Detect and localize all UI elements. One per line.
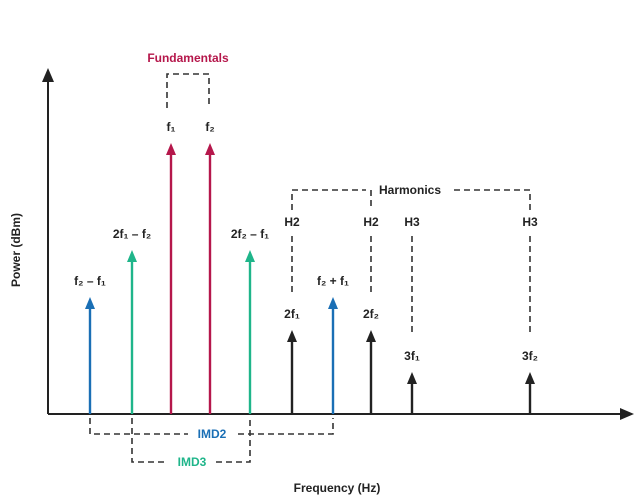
imd2-bracket-left [89,418,188,435]
tone-label: 2f₂ [363,307,379,321]
tone-label: 3f₂ [522,349,538,363]
tone-label: f₁ [167,120,176,134]
x-axis-label: Frequency (Hz) [294,481,381,495]
harmonic-order: H2 [284,215,300,229]
y-axis-arrow [42,68,54,82]
tone-arrow-head [328,297,338,309]
harmonics-bracket-right [454,189,531,210]
tone-label: f₂ – f₁ [74,274,106,288]
harmonic-order: H2 [363,215,379,229]
tone-arrow-head [127,250,137,262]
tone-label: 2f₁ [284,307,300,321]
harmonic-order: H3 [404,215,420,229]
tone-arrow-head [245,250,255,262]
tone-label: f₂ + f₁ [317,274,349,288]
tone-arrow-head [287,330,297,342]
imd2-label: IMD2 [198,427,227,441]
fundamentals-label: Fundamentals [147,51,229,65]
tone-arrow-head [525,372,535,384]
tone-arrow-head [85,297,95,309]
tone-arrow-head [205,143,215,155]
tone-label: 2f₁ – f₂ [113,227,151,241]
harmonics-bracket-left [291,189,366,210]
tones: f₂ – f₁ 2f₁ – f₂ f₁ f₂ 2f₂ – f₁ 2f₁ f₂ + f₁ 2f₂… [74,120,538,414]
tone-label: 2f₂ – f₁ [231,227,269,241]
imd3-bracket-right [216,418,251,463]
harmonics-label: Harmonics [379,183,441,197]
imd3-label: IMD3 [178,455,207,469]
tone-label: f₂ [205,120,214,134]
imd2-bracket-right [238,418,334,435]
tone-label: 3f₁ [404,349,420,363]
harmonic-order: H3 [522,215,538,229]
y-axis-label: Power (dBm) [9,213,23,287]
tone-arrow-head [366,330,376,342]
tone-arrow-head [407,372,417,384]
tone-arrow-head [166,143,176,155]
imd3-bracket-left [131,418,168,463]
x-axis-arrow [620,408,634,420]
fundamentals-bracket [166,73,210,108]
